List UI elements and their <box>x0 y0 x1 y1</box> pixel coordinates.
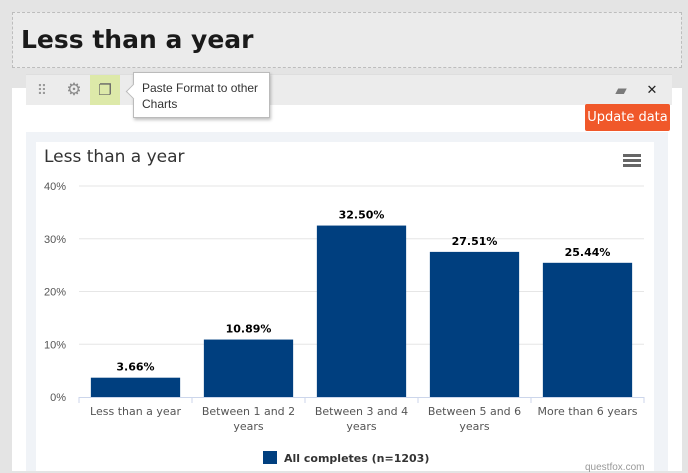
page-title: Less than a year <box>21 25 254 54</box>
y-tick-label: 0% <box>50 392 66 404</box>
data-label: 25.44% <box>565 246 611 259</box>
y-tick-label: 40% <box>44 181 66 193</box>
close-icon[interactable]: ✕ <box>646 82 658 97</box>
legend-label: All completes (n=1203) <box>284 452 429 465</box>
chart-title: Less than a year <box>44 147 185 167</box>
y-tick-label: 20% <box>44 287 66 299</box>
bar <box>90 377 181 397</box>
legend-swatch <box>263 451 277 464</box>
bar <box>203 339 294 397</box>
bar <box>429 251 520 397</box>
data-label: 32.50% <box>339 209 385 222</box>
x-tick-label: Between 5 and 6 <box>428 405 521 418</box>
x-tick-label: More than 6 years <box>537 405 637 418</box>
hamburger-menu-icon[interactable] <box>623 154 641 168</box>
data-label: 3.66% <box>116 361 154 374</box>
y-tick-label: 30% <box>44 234 66 246</box>
copy-icon[interactable]: ▰ <box>615 82 627 99</box>
data-label: 10.89% <box>226 323 272 336</box>
paste-format-icon[interactable]: ❐ <box>90 75 120 105</box>
chart-credit: questfox.com <box>585 462 645 473</box>
y-tick-label: 10% <box>44 339 66 351</box>
x-tick-label: years <box>233 420 264 433</box>
update-data-button[interactable]: Update data <box>585 104 670 131</box>
bar <box>316 225 407 397</box>
x-tick-label: Between 3 and 4 <box>315 405 408 418</box>
x-tick-label: years <box>346 420 377 433</box>
x-tick-label: Less than a year <box>90 405 181 418</box>
drag-handle-icon[interactable]: ⠿ <box>36 81 47 98</box>
gear-icon[interactable]: ⚙ <box>66 80 82 99</box>
title-section: Less than a year <box>12 12 682 68</box>
x-tick-label: years <box>459 420 490 433</box>
bar <box>542 262 633 397</box>
data-label: 27.51% <box>452 235 498 248</box>
paste-format-tooltip: Paste Format to other Charts <box>133 72 270 118</box>
x-tick-label: Between 1 and 2 <box>202 405 295 418</box>
